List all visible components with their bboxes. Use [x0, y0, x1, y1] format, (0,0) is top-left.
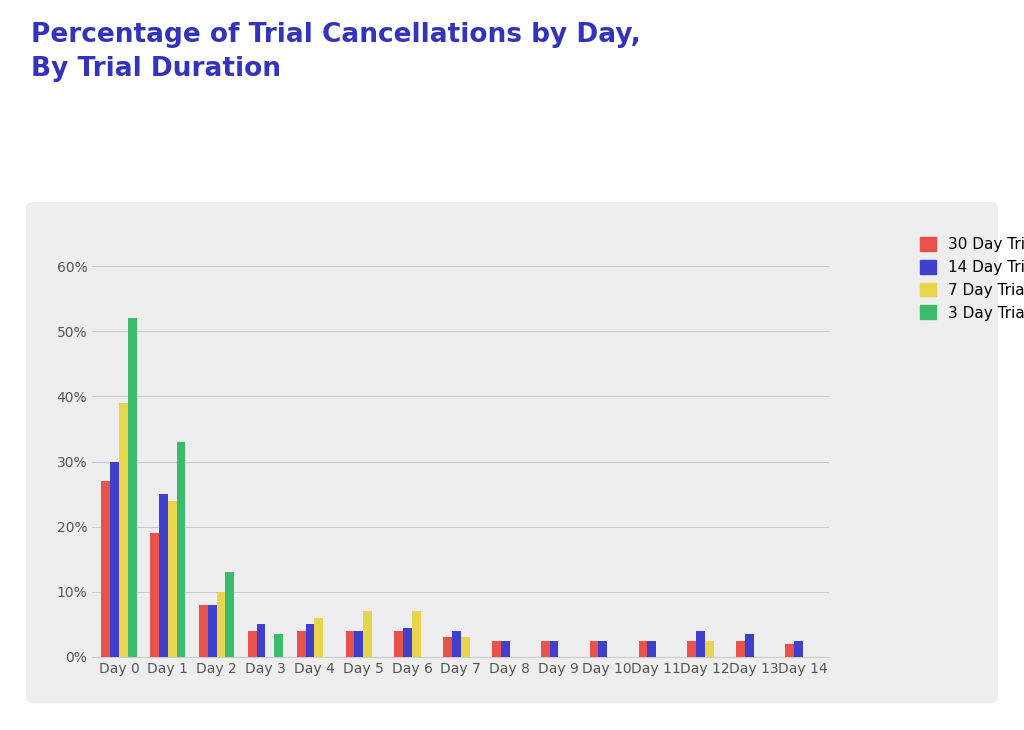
Bar [305, 624, 314, 657]
Bar [199, 605, 208, 657]
Bar [647, 641, 656, 657]
Bar [101, 481, 111, 657]
Bar [248, 631, 257, 657]
Bar [111, 461, 119, 657]
Bar [639, 641, 647, 657]
Bar [345, 631, 354, 657]
Bar [493, 641, 501, 657]
Bar [598, 641, 607, 657]
Bar [151, 533, 159, 657]
Bar [696, 631, 705, 657]
Bar [541, 641, 550, 657]
Legend: 30 Day Trial, 14 Day Trial, 7 Day Trial, 3 Day Trial: 30 Day Trial, 14 Day Trial, 7 Day Trial,… [915, 233, 1024, 325]
Bar [590, 641, 598, 657]
Bar [394, 631, 403, 657]
Bar [550, 641, 558, 657]
Bar [364, 612, 372, 657]
FancyBboxPatch shape [26, 202, 998, 703]
Bar [314, 618, 324, 657]
Bar [501, 641, 510, 657]
Bar [705, 641, 714, 657]
Bar [168, 501, 176, 657]
Bar [443, 637, 452, 657]
Bar [274, 634, 283, 657]
Bar [403, 628, 412, 657]
Bar [785, 644, 794, 657]
Bar [257, 624, 265, 657]
Text: Percentage of Trial Cancellations by Day,
By Trial Duration: Percentage of Trial Cancellations by Day… [31, 22, 640, 82]
Bar [119, 403, 128, 657]
Bar [794, 641, 803, 657]
Bar [687, 641, 696, 657]
Bar [128, 318, 136, 657]
Bar [461, 637, 470, 657]
Bar [452, 631, 461, 657]
Bar [217, 592, 225, 657]
Bar [412, 612, 421, 657]
Bar [736, 641, 745, 657]
Bar [297, 631, 305, 657]
Bar [225, 572, 234, 657]
Bar [354, 631, 364, 657]
Bar [745, 634, 754, 657]
Bar [176, 442, 185, 657]
Bar [159, 494, 168, 657]
Bar [208, 605, 217, 657]
